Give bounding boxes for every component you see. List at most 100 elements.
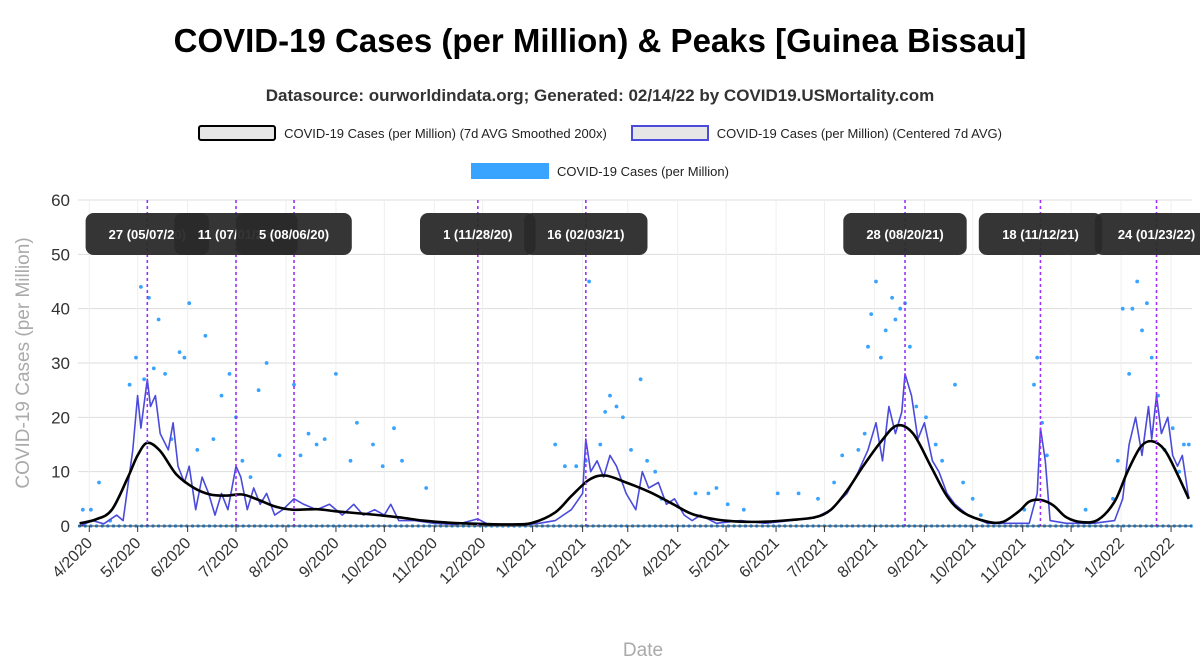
raw-point (638, 377, 643, 382)
raw-point (874, 279, 878, 284)
x-tick-label: 1/2021 (493, 535, 540, 582)
raw-point (832, 480, 836, 485)
peak-label: 18 (11/12/21) (1002, 227, 1079, 242)
peak-label-box (843, 213, 967, 255)
raw-point (1111, 496, 1115, 501)
raw-point (563, 464, 567, 469)
y-tick-label: 60 (51, 191, 70, 210)
raw-point (856, 448, 861, 452)
raw-point (139, 285, 143, 289)
raw-point (182, 355, 187, 360)
x-tick-label: 2/2022 (1131, 535, 1178, 582)
raw-point (1120, 306, 1125, 311)
peak-layer: 27 (05/07/20) 11 (07/01/20)5 (08/06/20) 1 … (85, 200, 1200, 526)
x-tick-label: 7/2021 (785, 535, 832, 582)
raw-point (603, 410, 608, 414)
raw-point (898, 306, 903, 311)
x-tick-label: 12/2021 (1025, 535, 1078, 588)
x-tick-label: 8/2021 (835, 535, 882, 582)
raw-point (816, 496, 820, 501)
raw-point (840, 453, 845, 458)
centered-avg-line (79, 373, 1190, 527)
raw-point (1177, 469, 1181, 474)
x-tick-label: 1/2022 (1081, 535, 1128, 582)
raw-point (1035, 355, 1040, 360)
raw-point (97, 480, 101, 485)
raw-point (1045, 453, 1049, 458)
raw-point (890, 295, 894, 300)
raw-point (883, 328, 888, 333)
chart-title: COVID-19 Cases (per Million) & Peaks [Gu… (173, 22, 1027, 59)
legend-row-2: COVID-19 Cases (per Million) (0, 163, 1200, 179)
raw-point (1170, 426, 1175, 431)
raw-point (334, 372, 338, 376)
legend-item-centered-avg[interactable]: COVID-19 Cases (per Million) (Centered 7… (630, 125, 1002, 141)
raw-point (1115, 458, 1120, 463)
raw-point (156, 317, 161, 322)
peak-label: 16 (02/03/21) (547, 227, 624, 242)
raw-point (1135, 279, 1140, 284)
raw-point (869, 312, 874, 316)
x-tick-label: 2/2021 (543, 535, 590, 582)
raw-point (1149, 355, 1154, 360)
raw-point (598, 442, 603, 447)
raw-point (961, 480, 965, 485)
raw-point (248, 475, 253, 479)
raw-point (933, 442, 938, 447)
raw-point (355, 420, 359, 425)
legend-label-raw: COVID-19 Cases (per Million) (557, 163, 729, 179)
raw-point (195, 448, 200, 452)
smoothed-layer (79, 423, 1190, 526)
raw-point (264, 361, 269, 365)
raw-point (893, 317, 898, 322)
y-tick-label: 40 (51, 300, 70, 319)
raw-point (89, 507, 93, 512)
raw-point (914, 404, 919, 409)
raw-point (240, 458, 245, 463)
raw-point (227, 372, 232, 376)
x-tick-label: 5/2021 (686, 535, 733, 582)
raw-point (978, 513, 983, 517)
centered-avg-layer (79, 373, 1190, 527)
raw-point (1140, 328, 1144, 333)
x-tick-label: 6/2021 (736, 535, 783, 582)
raw-point (1083, 507, 1088, 512)
chart-subtitle: Datasource: ourworldindata.org; Generate… (265, 86, 935, 105)
raw-point (1186, 442, 1191, 447)
raw-point (1127, 372, 1131, 376)
peak-label: 5 (08/06/20) (259, 227, 329, 242)
x-tick-label: 9/2021 (885, 535, 932, 582)
raw-point (924, 415, 928, 420)
smoothed-line (79, 423, 1190, 526)
raw-point (151, 366, 156, 371)
raw-point (1032, 382, 1036, 387)
y-tick-label: 10 (51, 463, 70, 482)
raw-point (645, 458, 649, 463)
raw-point (400, 458, 404, 463)
x-tick-label: 7/2020 (196, 535, 243, 582)
raw-point (614, 404, 619, 409)
legend-label-smoothed: COVID-19 Cases (per Million) (7d AVG Smo… (284, 125, 607, 141)
raw-point (553, 442, 558, 447)
peak-label-box (236, 213, 352, 255)
peak-label-box (420, 213, 536, 255)
raw-point (134, 355, 138, 360)
raw-point (292, 382, 296, 387)
legend-swatch-centered-avg (630, 125, 709, 141)
raw-point (392, 426, 396, 431)
raw-point (348, 458, 353, 463)
legend-item-raw[interactable]: COVID-19 Cases (per Million) (471, 163, 729, 179)
x-tick-label: 12/2020 (437, 535, 490, 588)
legend-row-1: COVID-19 Cases (per Million) (7d AVG Smo… (0, 125, 1200, 141)
x-tick-label: 4/2021 (638, 535, 685, 582)
y-tick-label: 20 (51, 408, 70, 427)
raw-point (725, 502, 730, 507)
raw-point (940, 458, 944, 463)
peak-label: 27 (05/07/20) (109, 227, 186, 242)
raw-point (1182, 442, 1186, 447)
raw-point (298, 453, 303, 458)
legend-item-smoothed[interactable]: COVID-19 Cases (per Million) (7d AVG Smo… (198, 125, 607, 141)
raw-point (127, 382, 132, 387)
raw-point (380, 464, 385, 469)
raw-point (211, 437, 216, 441)
